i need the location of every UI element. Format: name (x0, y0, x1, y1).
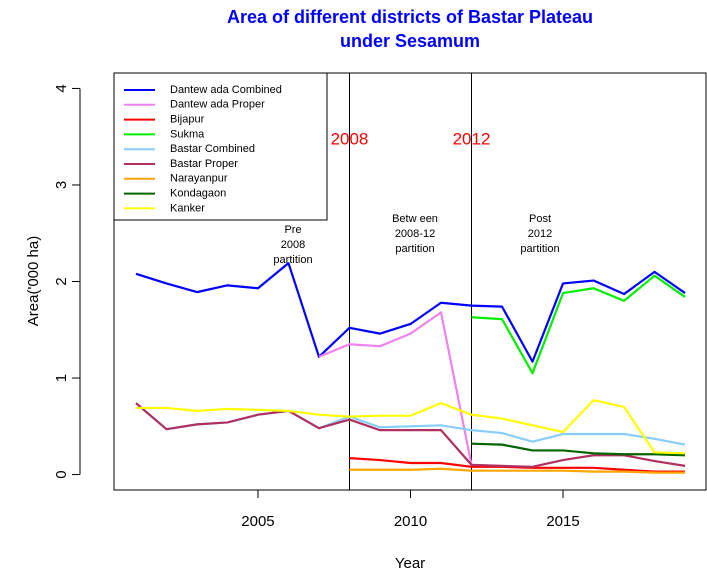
legend-label: Narayanpur (170, 173, 228, 185)
x-axis-label: Year (395, 555, 425, 572)
series-line (135, 399, 686, 455)
series-line (471, 442, 686, 457)
legend-label: Kondagaon (170, 188, 226, 200)
chart-title: Area of different districts of Bastar Pl… (227, 7, 593, 27)
annotation: partition (520, 243, 559, 255)
y-tick-label: 1 (53, 374, 70, 382)
legend-label: Kanker (170, 202, 205, 214)
y-axis-label: Area('000 ha) (25, 236, 42, 326)
y-tick-label: 3 (53, 181, 70, 189)
legend-label: Sukma (170, 128, 205, 140)
annotation: partition (395, 243, 434, 255)
series-line (135, 262, 686, 363)
y-tick-label: 2 (53, 277, 70, 285)
x-tick-label: 2005 (241, 513, 274, 530)
x-tick-label: 2010 (394, 513, 427, 530)
annotation: 2012 (528, 228, 552, 240)
annotation: partition (273, 254, 312, 266)
partition-label: 2012 (453, 129, 491, 148)
annotation: 2008-12 (395, 228, 435, 240)
y-tick-label: 0 (53, 470, 70, 478)
legend-label: Bijapur (170, 114, 205, 126)
chart-title: under Sesamum (340, 31, 480, 51)
y-tick-label: 4 (53, 84, 70, 92)
series-line (135, 402, 686, 468)
legend-label: Dantew ada Proper (170, 99, 265, 111)
annotation: Pre (284, 224, 301, 236)
annotation: Post (529, 213, 551, 225)
legend-label: Dantew ada Combined (170, 84, 282, 96)
x-tick-label: 2015 (546, 513, 579, 530)
legend-label: Bastar Proper (170, 158, 238, 170)
annotation: 2008 (281, 239, 305, 251)
legend-box (113, 72, 328, 221)
legend-label: Bastar Combined (170, 143, 255, 155)
series-line (471, 274, 686, 375)
partition-label: 2008 (331, 129, 369, 148)
series-line (349, 467, 686, 474)
series-line (318, 311, 473, 466)
annotation: Betw een (392, 213, 438, 225)
